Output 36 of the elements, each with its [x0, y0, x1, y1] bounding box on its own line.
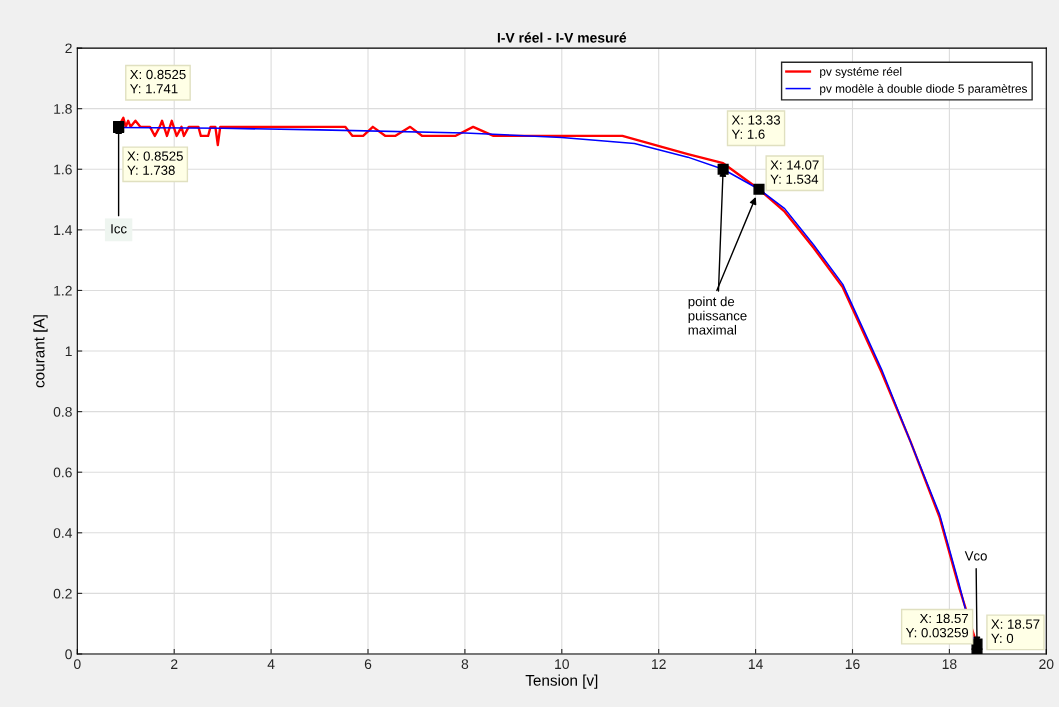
x-tick-label: 6 [364, 659, 372, 670]
annotation: X: 18.57 Y: 0 [991, 619, 1040, 644]
y-tick-label: 1.6 [54, 164, 72, 175]
y-tick-label: 0.2 [53, 588, 72, 599]
annotation: X: 13.33 Y: 1.6 [731, 115, 781, 139]
y-tick-label: 0.4 [53, 528, 73, 538]
y-tick-label: 2 [65, 43, 72, 54]
x-tick-label: 0 [73, 659, 81, 670]
x-tick-label: 20 [1039, 659, 1054, 670]
y-tick-label: 1.2 [54, 285, 72, 296]
legend-label: pv systéme réel [820, 66, 902, 79]
chart-title: I-V réel - I-V mesuré [497, 32, 627, 43]
y-tick-label: 1.4 [54, 225, 73, 235]
x-tick-label: 14 [748, 659, 763, 669]
y-tick-label: 1 [65, 346, 72, 357]
annotation: X: 18.57 Y: 0.03259 [905, 613, 969, 638]
y-axis-title: courant [A] [33, 315, 48, 388]
annotation: X: 14.07 Y: 1.534 [770, 160, 819, 184]
annotation: Icc [111, 224, 127, 234]
x-axis-title: Tension [v] [525, 674, 598, 689]
annotation: point de puissance maximal [688, 296, 747, 335]
x-tick-label: 16 [845, 659, 860, 670]
y-tick-label: 0.8 [53, 406, 72, 417]
x-tick-label: 2 [171, 659, 178, 669]
x-tick-label: 18 [942, 659, 957, 670]
y-tick-label: 0 [65, 649, 72, 660]
annotation: X: 0.8525 Y: 1.738 [127, 151, 183, 175]
x-tick-label: 4 [267, 659, 275, 669]
x-tick-label: 8 [461, 659, 469, 670]
annotation: X: 0.8525 Y: 1.741 [130, 69, 186, 94]
y-tick-label: 0.6 [53, 467, 72, 478]
legend-label: pv modèle à double diode 5 paramètres [820, 84, 1027, 96]
x-tick-label: 10 [555, 659, 569, 670]
x-tick-label: 12 [652, 659, 666, 669]
y-tick-label: 1.8 [54, 104, 72, 114]
annotation: Vco [964, 551, 987, 561]
